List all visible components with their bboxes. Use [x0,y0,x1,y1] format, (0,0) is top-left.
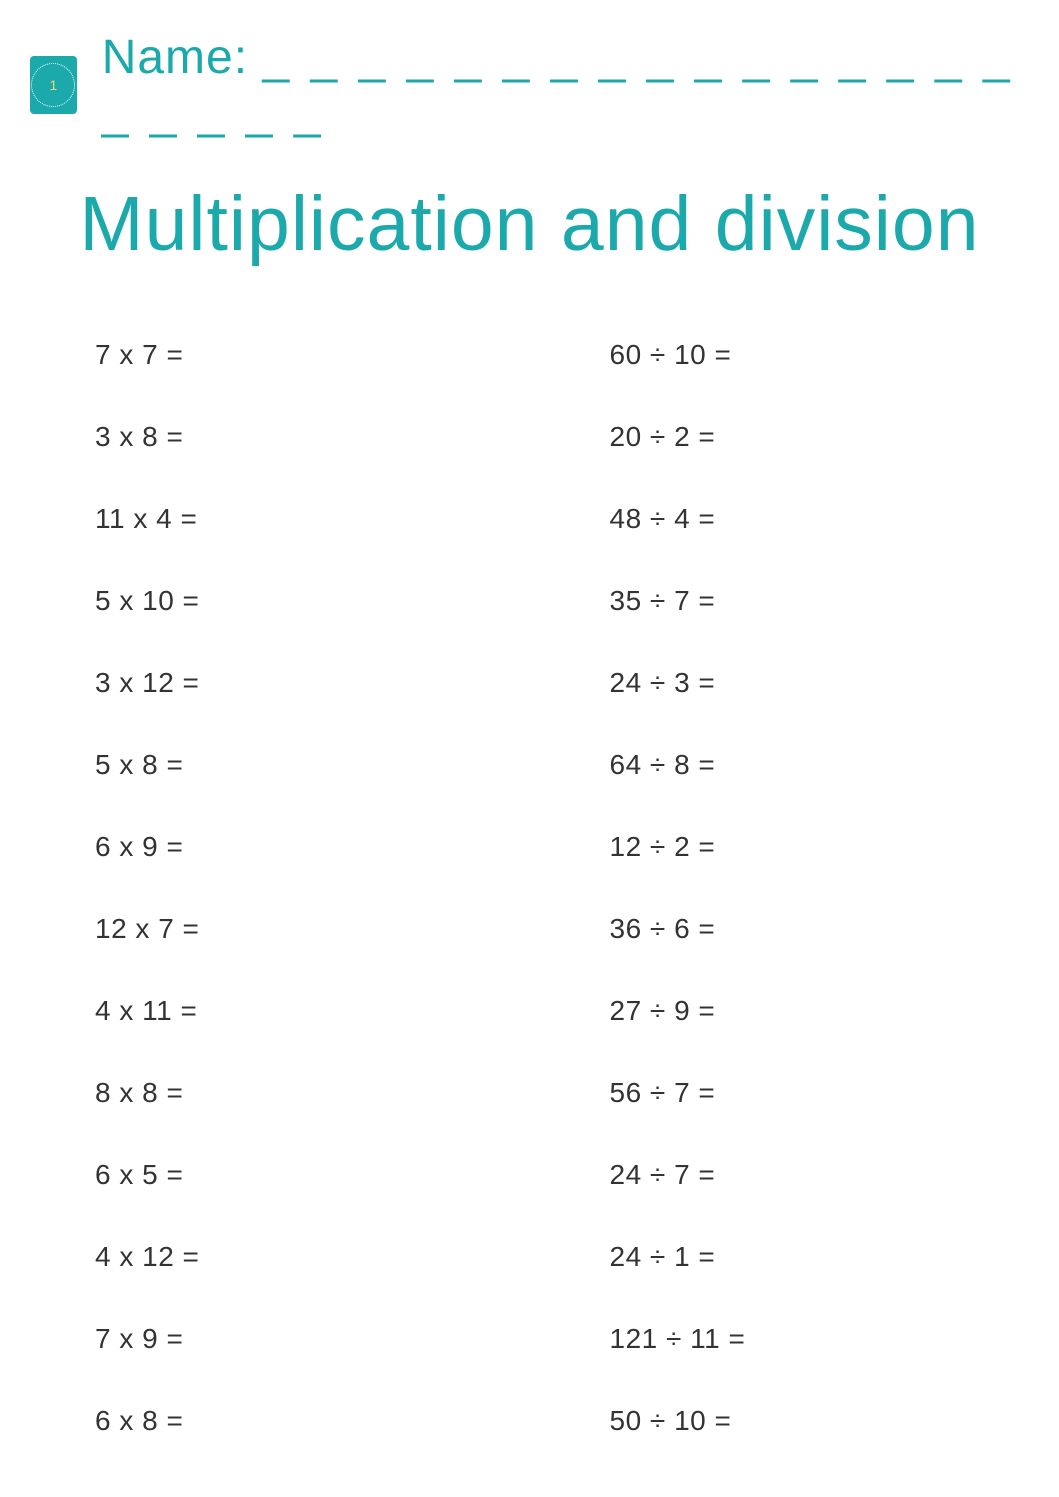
multiplication-problem: 6 x 9 = [95,831,450,863]
problems-container: 7 x 7 = 3 x 8 = 11 x 4 = 5 x 10 = 3 x 12… [30,339,1029,1437]
multiplication-problem: 3 x 12 = [95,667,450,699]
division-problem: 48 ÷ 4 = [610,503,965,535]
division-problem: 121 ÷ 11 = [610,1323,965,1355]
multiplication-problem: 6 x 5 = [95,1159,450,1191]
multiplication-problem: 5 x 8 = [95,749,450,781]
division-problem: 27 ÷ 9 = [610,995,965,1027]
division-problem: 50 ÷ 10 = [610,1405,965,1437]
name-field-container: Name: _ _ _ _ _ _ _ _ _ _ _ _ _ _ _ _ _ … [102,30,1029,140]
division-problem: 24 ÷ 1 = [610,1241,965,1273]
division-column: 60 ÷ 10 = 20 ÷ 2 = 48 ÷ 4 = 35 ÷ 7 = 24 … [450,339,965,1437]
page-title: Multiplication and division [30,180,1029,269]
logo-circle: 1 [31,63,75,107]
multiplication-problem: 3 x 8 = [95,421,450,453]
division-problem: 56 ÷ 7 = [610,1077,965,1109]
logo-badge: 1 [30,56,77,114]
header-row: 1 Name: _ _ _ _ _ _ _ _ _ _ _ _ _ _ _ _ … [30,30,1029,140]
division-problem: 36 ÷ 6 = [610,913,965,945]
division-problem: 24 ÷ 3 = [610,667,965,699]
multiplication-problem: 4 x 12 = [95,1241,450,1273]
multiplication-problem: 11 x 4 = [95,503,450,535]
multiplication-problem: 8 x 8 = [95,1077,450,1109]
multiplication-problem: 12 x 7 = [95,913,450,945]
division-problem: 35 ÷ 7 = [610,585,965,617]
multiplication-problem: 7 x 9 = [95,1323,450,1355]
multiplication-problem: 6 x 8 = [95,1405,450,1437]
logo-text: 1 [49,77,57,93]
division-problem: 20 ÷ 2 = [610,421,965,453]
name-label: Name: [102,31,248,84]
multiplication-column: 7 x 7 = 3 x 8 = 11 x 4 = 5 x 10 = 3 x 12… [95,339,450,1437]
division-problem: 12 ÷ 2 = [610,831,965,863]
multiplication-problem: 7 x 7 = [95,339,450,371]
multiplication-problem: 5 x 10 = [95,585,450,617]
division-problem: 64 ÷ 8 = [610,749,965,781]
multiplication-problem: 4 x 11 = [95,995,450,1027]
division-problem: 24 ÷ 7 = [610,1159,965,1191]
division-problem: 60 ÷ 10 = [610,339,965,371]
